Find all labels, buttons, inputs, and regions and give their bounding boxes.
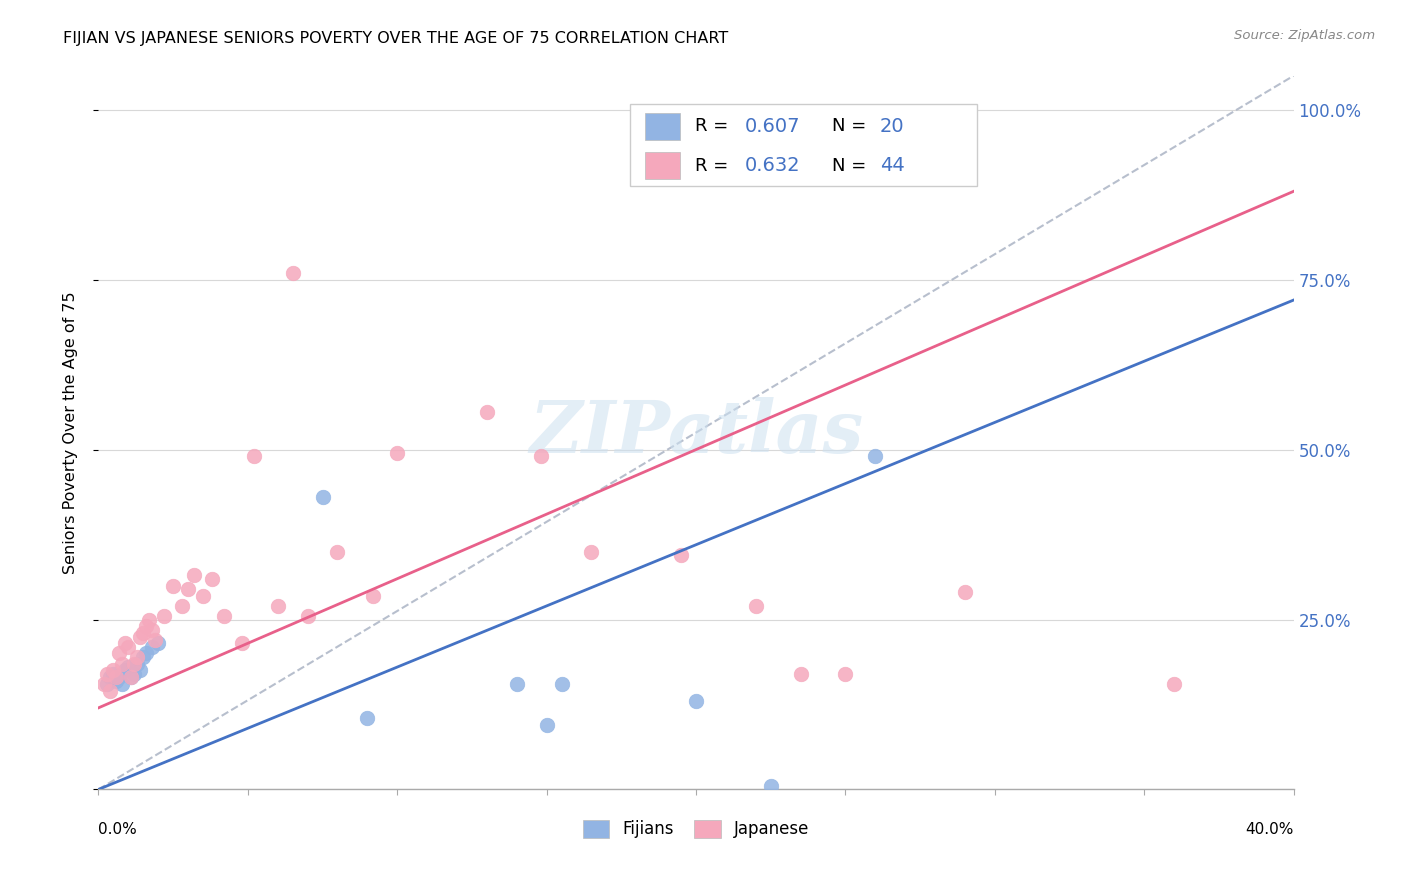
Point: [114, 636, 136, 650]
Point: [105, 673, 128, 688]
Point: [96, 677, 118, 691]
Point: [132, 649, 155, 664]
Point: [141, 640, 163, 654]
Point: [162, 578, 184, 592]
Point: [172, 599, 194, 613]
Point: [759, 779, 782, 793]
Text: 44: 44: [880, 156, 905, 175]
Point: [865, 450, 887, 464]
Text: 20: 20: [880, 117, 904, 136]
Point: [105, 670, 128, 684]
Point: [108, 647, 131, 661]
Point: [103, 664, 125, 678]
Point: [385, 446, 409, 460]
Point: [1163, 677, 1185, 691]
Point: [183, 568, 205, 582]
Point: [96, 666, 118, 681]
Text: R =: R =: [695, 118, 734, 136]
Point: [108, 670, 131, 684]
Point: [506, 677, 529, 691]
Point: [138, 613, 160, 627]
Point: [177, 582, 200, 596]
Point: [669, 548, 692, 562]
Point: [745, 599, 768, 613]
Point: [143, 632, 166, 647]
Point: [117, 640, 139, 654]
Point: [111, 657, 134, 671]
Point: [191, 589, 214, 603]
Point: [93, 677, 115, 691]
Point: [124, 657, 146, 671]
Text: 0.607: 0.607: [745, 117, 800, 136]
Text: 0.0%: 0.0%: [98, 822, 138, 837]
Text: N =: N =: [832, 157, 872, 175]
Point: [834, 666, 856, 681]
Point: [581, 544, 603, 558]
Text: R =: R =: [695, 157, 734, 175]
Point: [356, 711, 378, 725]
Point: [475, 405, 498, 419]
Legend: Fijians, Japanese: Fijians, Japanese: [582, 820, 810, 838]
Point: [550, 677, 572, 691]
Text: N =: N =: [832, 118, 872, 136]
Point: [536, 718, 558, 732]
Bar: [644, 153, 681, 179]
Point: [135, 619, 157, 633]
Point: [231, 636, 253, 650]
Point: [135, 647, 157, 661]
Point: [141, 623, 163, 637]
Text: Source: ZipAtlas.com: Source: ZipAtlas.com: [1234, 29, 1375, 42]
Point: [153, 609, 176, 624]
Point: [98, 670, 122, 684]
Point: [267, 599, 290, 613]
Point: [243, 450, 266, 464]
Point: [148, 636, 170, 650]
Point: [127, 649, 149, 664]
Text: 40.0%: 40.0%: [1246, 822, 1294, 837]
Point: [129, 664, 152, 678]
Point: [117, 660, 139, 674]
Point: [311, 490, 333, 504]
Point: [124, 666, 146, 681]
Y-axis label: Seniors Poverty Over the Age of 75: Seniors Poverty Over the Age of 75: [63, 292, 77, 574]
Text: FIJIAN VS JAPANESE SENIORS POVERTY OVER THE AGE OF 75 CORRELATION CHART: FIJIAN VS JAPANESE SENIORS POVERTY OVER …: [63, 31, 728, 46]
Bar: [644, 113, 681, 140]
Point: [297, 609, 319, 624]
Point: [281, 266, 304, 280]
Point: [363, 589, 385, 603]
Point: [98, 684, 122, 698]
Text: ZIPatlas: ZIPatlas: [529, 397, 863, 468]
Point: [132, 626, 155, 640]
FancyBboxPatch shape: [630, 104, 977, 186]
Point: [201, 572, 224, 586]
Point: [685, 694, 707, 708]
Point: [114, 664, 136, 678]
Point: [127, 657, 149, 671]
Point: [120, 670, 142, 684]
Point: [326, 544, 349, 558]
Point: [129, 630, 152, 644]
Point: [212, 609, 235, 624]
Point: [111, 677, 134, 691]
Point: [120, 670, 142, 684]
Point: [953, 585, 976, 599]
Point: [789, 666, 811, 681]
Point: [530, 450, 553, 464]
Text: 0.632: 0.632: [745, 156, 800, 175]
Point: [103, 666, 125, 681]
